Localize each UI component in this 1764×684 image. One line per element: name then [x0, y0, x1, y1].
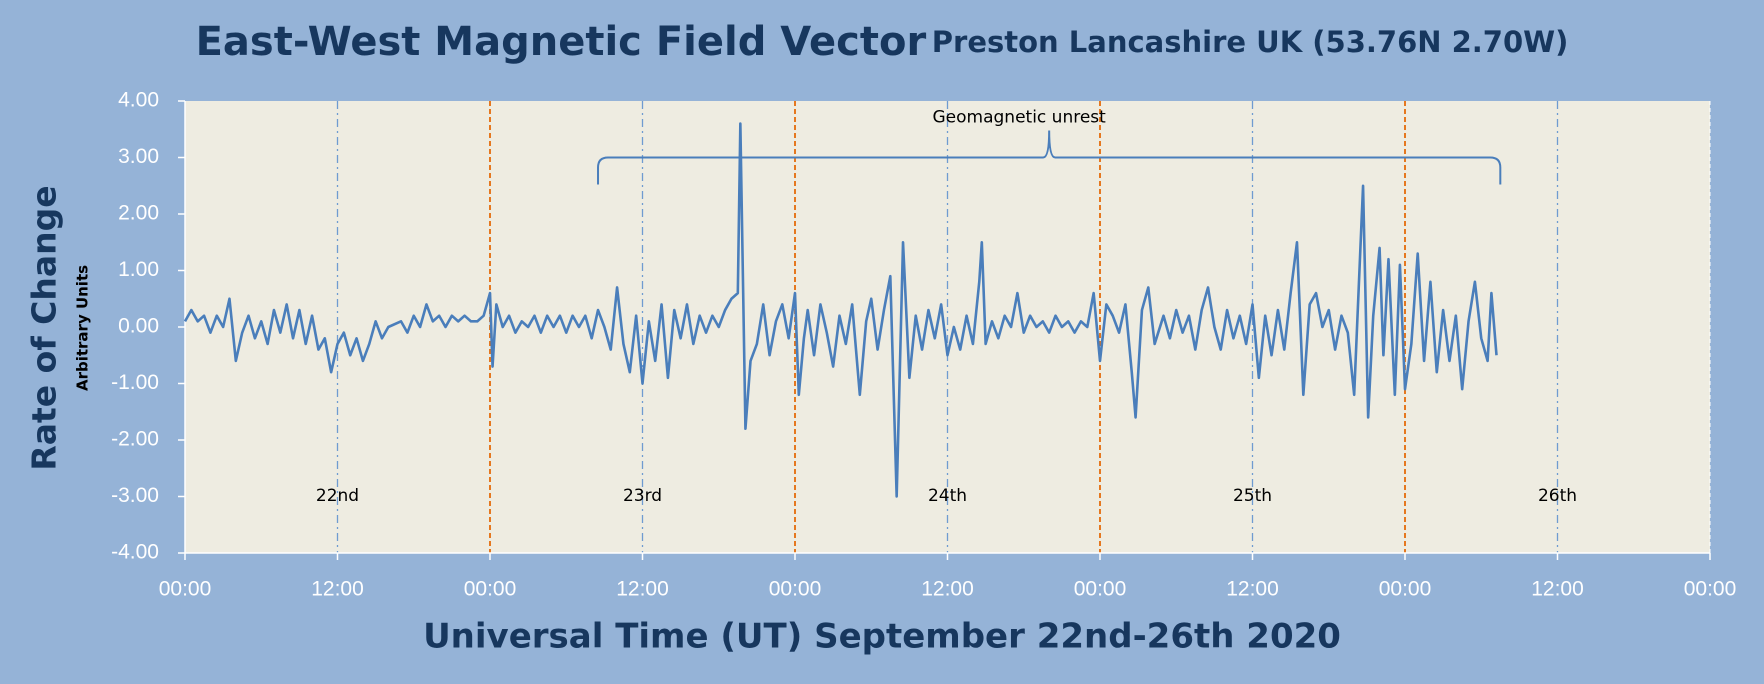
x-axis-label: Universal Time (UT) September 22nd-26th …: [423, 617, 1341, 657]
y-tick-label: -4.00: [111, 541, 159, 564]
y-tick-label: 1.00: [118, 258, 159, 281]
y-tick-label: -3.00: [111, 484, 159, 507]
x-tick-label: 00:00: [1379, 578, 1432, 601]
y-tick-label: -1.00: [111, 371, 159, 394]
y-tick-label: 4.00: [118, 89, 159, 112]
y-tick-label: 3.00: [118, 145, 159, 168]
y-tick-label: -2.00: [111, 428, 159, 451]
x-tick-label: 12:00: [1531, 578, 1584, 601]
y-axis-sublabel: Arbitrary Units: [74, 265, 92, 391]
x-tick-label: 00:00: [769, 578, 822, 601]
x-tick-label: 12:00: [311, 578, 364, 601]
x-tick-label: 00:00: [1684, 578, 1737, 601]
day-label: 25th: [1233, 486, 1272, 506]
x-tick-label: 12:00: [921, 578, 974, 601]
data-line: [183, 122, 1498, 498]
x-tick-label: 12:00: [616, 578, 669, 601]
day-label: 24th: [928, 486, 967, 506]
y-axis-label: Rate of Change: [25, 185, 64, 470]
x-tick-label: 00:00: [464, 578, 517, 601]
day-label: 23rd: [623, 486, 662, 506]
y-tick-label: 0.00: [118, 315, 159, 338]
annotation-brace: [597, 130, 1502, 185]
x-tick-label: 12:00: [1226, 578, 1279, 601]
chart-subtitle: Preston Lancashire UK (53.76N 2.70W): [932, 25, 1569, 59]
chart-title: East-West Magnetic Field Vector: [196, 19, 927, 65]
x-tick-label: 00:00: [159, 578, 212, 601]
day-label: 22nd: [316, 486, 359, 506]
day-label: 26th: [1538, 486, 1577, 506]
x-tick-label: 00:00: [1074, 578, 1127, 601]
annotation-text: Geomagnetic unrest: [933, 108, 1107, 128]
title-line: East-West Magnetic Field Vector Preston …: [196, 19, 1569, 65]
y-tick-label: 2.00: [118, 202, 159, 225]
